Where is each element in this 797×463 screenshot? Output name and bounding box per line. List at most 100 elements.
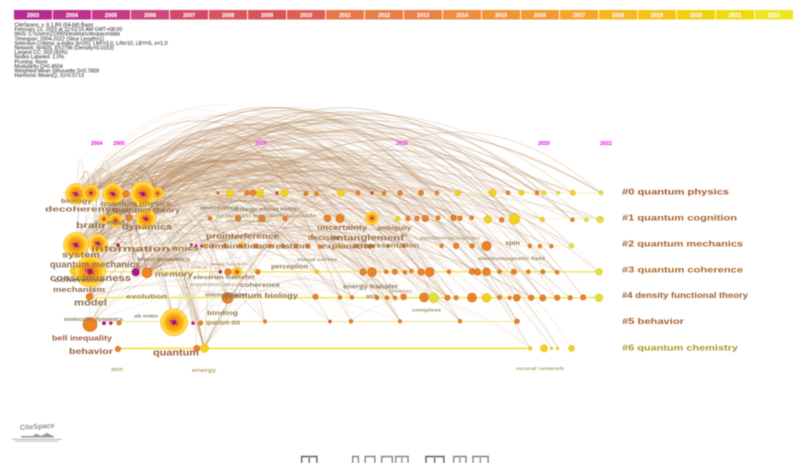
svg-text:bell inequality: bell inequality bbox=[52, 335, 112, 342]
svg-text:2010: 2010 bbox=[255, 141, 267, 147]
svg-text:neural network: neural network bbox=[516, 366, 565, 371]
svg-text:CiteSpace, v. 6.1.R6 (64-bit): CiteSpace, v. 6.1.R6 (64-bit) Basic bbox=[15, 22, 95, 28]
svg-text:ambiguity: ambiguity bbox=[377, 225, 411, 232]
svg-text:model: model bbox=[74, 296, 107, 307]
svg-text:mind: mind bbox=[107, 220, 125, 227]
svg-text:decision: decision bbox=[308, 235, 343, 242]
svg-text:Weighted Mean Silhouette S=0.7: Weighted Mean Silhouette S=0.7809 bbox=[15, 69, 100, 75]
svg-text:molecular dynamics: molecular dynamics bbox=[64, 317, 123, 323]
svg-text:orch: orch bbox=[366, 294, 378, 301]
svg-text:coherence: coherence bbox=[240, 283, 281, 289]
svg-text:#1 quantum cognition: #1 quantum cognition bbox=[622, 213, 737, 223]
svg-text:microtubule: microtubule bbox=[205, 292, 245, 298]
svg-text:risk: risk bbox=[401, 233, 409, 238]
svg-text:interference effect: interference effect bbox=[226, 219, 271, 224]
svg-text:disjunctionentropycategorizati: disjunctionentropycategorization bbox=[420, 236, 481, 241]
svg-text:2016: 2016 bbox=[534, 13, 546, 19]
svg-text:combination: combination bbox=[203, 242, 263, 251]
svg-text:2020: 2020 bbox=[538, 141, 550, 147]
svg-text:#0 quantum physics: #0 quantum physics bbox=[622, 187, 729, 197]
svg-text:explanation: explanation bbox=[321, 244, 375, 251]
svg-text:2018: 2018 bbox=[612, 13, 624, 19]
svg-text:quantum theory: quantum theory bbox=[113, 206, 181, 215]
svg-text:2009: 2009 bbox=[261, 13, 273, 19]
svg-text:electron transfer: electron transfer bbox=[193, 275, 256, 281]
svg-text:2007: 2007 bbox=[183, 13, 195, 19]
svg-text:#5 behavior: #5 behavior bbox=[622, 316, 685, 326]
svg-text:system: system bbox=[62, 250, 100, 259]
svg-text:neuroscience: neuroscience bbox=[200, 206, 238, 212]
svg-text:2017: 2017 bbox=[573, 13, 585, 19]
svg-text:quantum mind cognition: quantum mind cognition bbox=[229, 198, 279, 203]
svg-text:Network: N=605, E=2796 (Densit: Network: N=605, E=2796 (Density=0.0153) bbox=[15, 46, 115, 52]
svg-text:memory: memory bbox=[155, 270, 194, 279]
svg-text:brain: brain bbox=[76, 220, 105, 230]
svg-text:ab initio: ab initio bbox=[134, 314, 158, 320]
svg-text:2022: 2022 bbox=[768, 13, 780, 19]
svg-text:evolution: evolution bbox=[126, 293, 167, 300]
svg-text:2010: 2010 bbox=[300, 13, 312, 19]
svg-text:note di: note di bbox=[190, 265, 207, 270]
svg-text:2020: 2020 bbox=[690, 13, 702, 19]
svg-text:WoS: C:\Users\21990\Desktop\ci: WoS: C:\Users\21990\Desktop\citespace\da… bbox=[15, 32, 121, 38]
svg-text:electromagnetic field: electromagnetic field bbox=[478, 256, 545, 262]
svg-text:2016: 2016 bbox=[396, 141, 408, 147]
svg-text:February 13, 2023 at 10:53:15: February 13, 2023 at 10:53:15 AM GMT+08:… bbox=[15, 27, 123, 33]
svg-text:energy transfer: energy transfer bbox=[343, 285, 399, 291]
svg-text:2003: 2003 bbox=[27, 13, 39, 19]
svg-text:2005: 2005 bbox=[113, 141, 125, 147]
svg-text:CiteSpace: CiteSpace bbox=[20, 421, 55, 432]
svg-text:quantum emotion variable: quantum emotion variable bbox=[217, 214, 317, 220]
svg-text:prointerference: prointerference bbox=[206, 234, 279, 241]
svg-text:Selection Criteria: g-index (k: Selection Criteria: g-index (k=25), LRF=… bbox=[15, 41, 168, 47]
svg-text:quantum dot: quantum dot bbox=[206, 320, 240, 326]
svg-text:2006: 2006 bbox=[144, 13, 156, 19]
svg-text:2004: 2004 bbox=[91, 141, 103, 147]
svg-text:2022: 2022 bbox=[600, 141, 612, 147]
svg-text:entanglement: entanglement bbox=[330, 234, 404, 243]
svg-text:Largest CC: 503 (83%): Largest CC: 503 (83%) bbox=[15, 50, 68, 56]
svg-text:2011: 2011 bbox=[339, 13, 351, 19]
svg-text:#4 density functional theory: #4 density functional theory bbox=[622, 290, 748, 300]
svg-text:#6 quantum chemistry: #6 quantum chemistry bbox=[622, 343, 738, 353]
svg-text:wave function: wave function bbox=[211, 262, 248, 267]
svg-text:universe: universe bbox=[389, 289, 413, 294]
svg-text:2021: 2021 bbox=[729, 13, 741, 19]
svg-text:brain dynamics: brain dynamics bbox=[137, 257, 190, 263]
svg-text:quantum: quantum bbox=[153, 346, 199, 357]
svg-text:2005: 2005 bbox=[105, 13, 117, 19]
svg-text:correlation: correlation bbox=[256, 244, 308, 251]
svg-text:anics: anics bbox=[172, 245, 199, 252]
svg-text:atom: atom bbox=[111, 367, 123, 373]
svg-text:biology: biology bbox=[61, 198, 93, 205]
svg-text:Nodes Labeled: 1.0%: Nodes Labeled: 1.0% bbox=[15, 55, 65, 61]
svg-text:dynamics: dynamics bbox=[122, 222, 173, 231]
svg-text:quantum biology: quantum biology bbox=[222, 291, 299, 300]
svg-text:quantum physics: quantum physics bbox=[101, 199, 171, 208]
svg-text:2013: 2013 bbox=[417, 13, 429, 19]
svg-text:visual cortex: visual cortex bbox=[297, 257, 338, 262]
svg-text:representation: representation bbox=[360, 243, 419, 250]
svg-text:#3 quantum coherence: #3 quantum coherence bbox=[622, 265, 743, 275]
svg-text:coherence: coherence bbox=[54, 278, 105, 284]
svg-text:mechanism: mechanism bbox=[53, 285, 105, 294]
svg-text:information: information bbox=[91, 244, 170, 253]
svg-text:organization comput: organization comput bbox=[190, 282, 241, 287]
svg-text:integration: integration bbox=[234, 207, 280, 213]
svg-text:quantum mechanics: quantum mechanics bbox=[50, 260, 140, 270]
svg-text:Harmonic Mean(Q, S)=0.5713: Harmonic Mean(Q, S)=0.5713 bbox=[15, 73, 84, 79]
svg-text:uncertainty: uncertainty bbox=[317, 225, 367, 232]
svg-text:2015: 2015 bbox=[495, 13, 507, 19]
svg-text:#2 quantum mechanics: #2 quantum mechanics bbox=[622, 239, 743, 249]
svg-text:Modularity Q=0.4504: Modularity Q=0.4504 bbox=[15, 64, 63, 70]
svg-text:behavior: behavior bbox=[69, 346, 114, 356]
svg-text:perception: perception bbox=[271, 265, 308, 271]
svg-text:binding: binding bbox=[207, 311, 238, 317]
svg-text:2004: 2004 bbox=[66, 13, 78, 19]
svg-text:decoherence: decoherence bbox=[45, 204, 118, 213]
svg-text:energy: energy bbox=[192, 368, 217, 374]
svg-text:2012: 2012 bbox=[378, 13, 390, 19]
svg-text:2008: 2008 bbox=[222, 13, 234, 19]
svg-text:Pruning: None: Pruning: None bbox=[15, 59, 48, 65]
svg-text:2019: 2019 bbox=[651, 13, 663, 19]
